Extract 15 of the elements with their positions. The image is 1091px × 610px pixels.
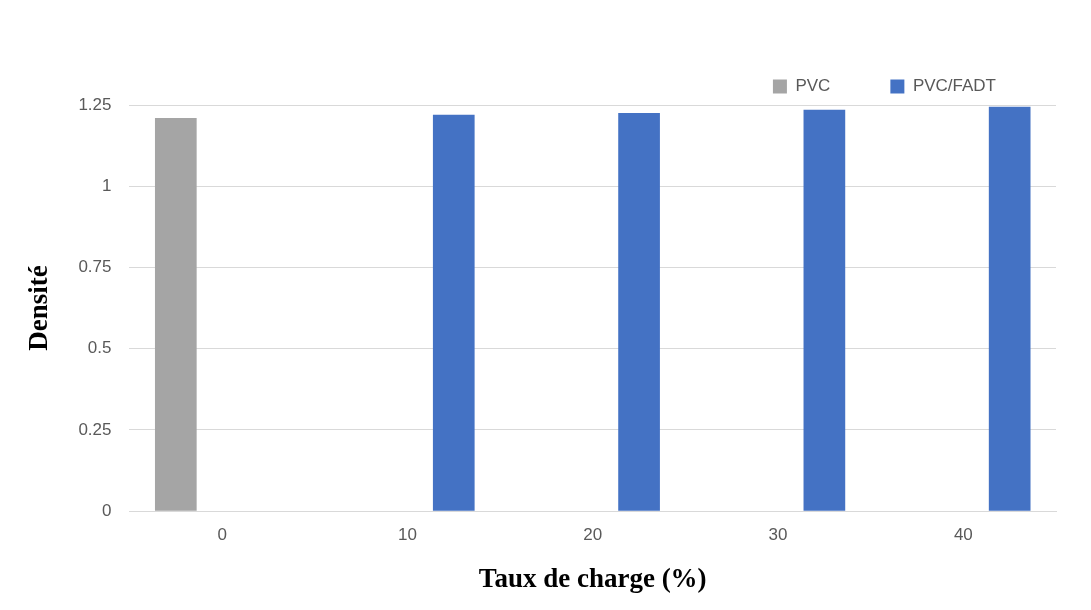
y-tick-label: 1.25 — [78, 94, 112, 114]
y-tick-label: 1 — [102, 175, 112, 195]
y-tick-label: 0.25 — [78, 419, 112, 439]
x-tick-label: 20 — [583, 525, 603, 545]
y-tick-label: 0.75 — [78, 257, 112, 277]
x-tick-label: 30 — [768, 525, 788, 545]
legend-label: PVC/FADT — [912, 76, 996, 96]
x-axis-title: Taux de charge (%) — [478, 562, 707, 593]
x-tick-label: 40 — [953, 525, 973, 545]
x-tick-label: 0 — [217, 525, 227, 545]
y-tick-label: 0.5 — [87, 338, 112, 358]
x-tick-label: 10 — [397, 525, 417, 545]
legend-label: PVC — [795, 76, 831, 96]
y-axis-title: Densité — [23, 265, 54, 351]
y-tick-label: 0 — [102, 500, 112, 520]
